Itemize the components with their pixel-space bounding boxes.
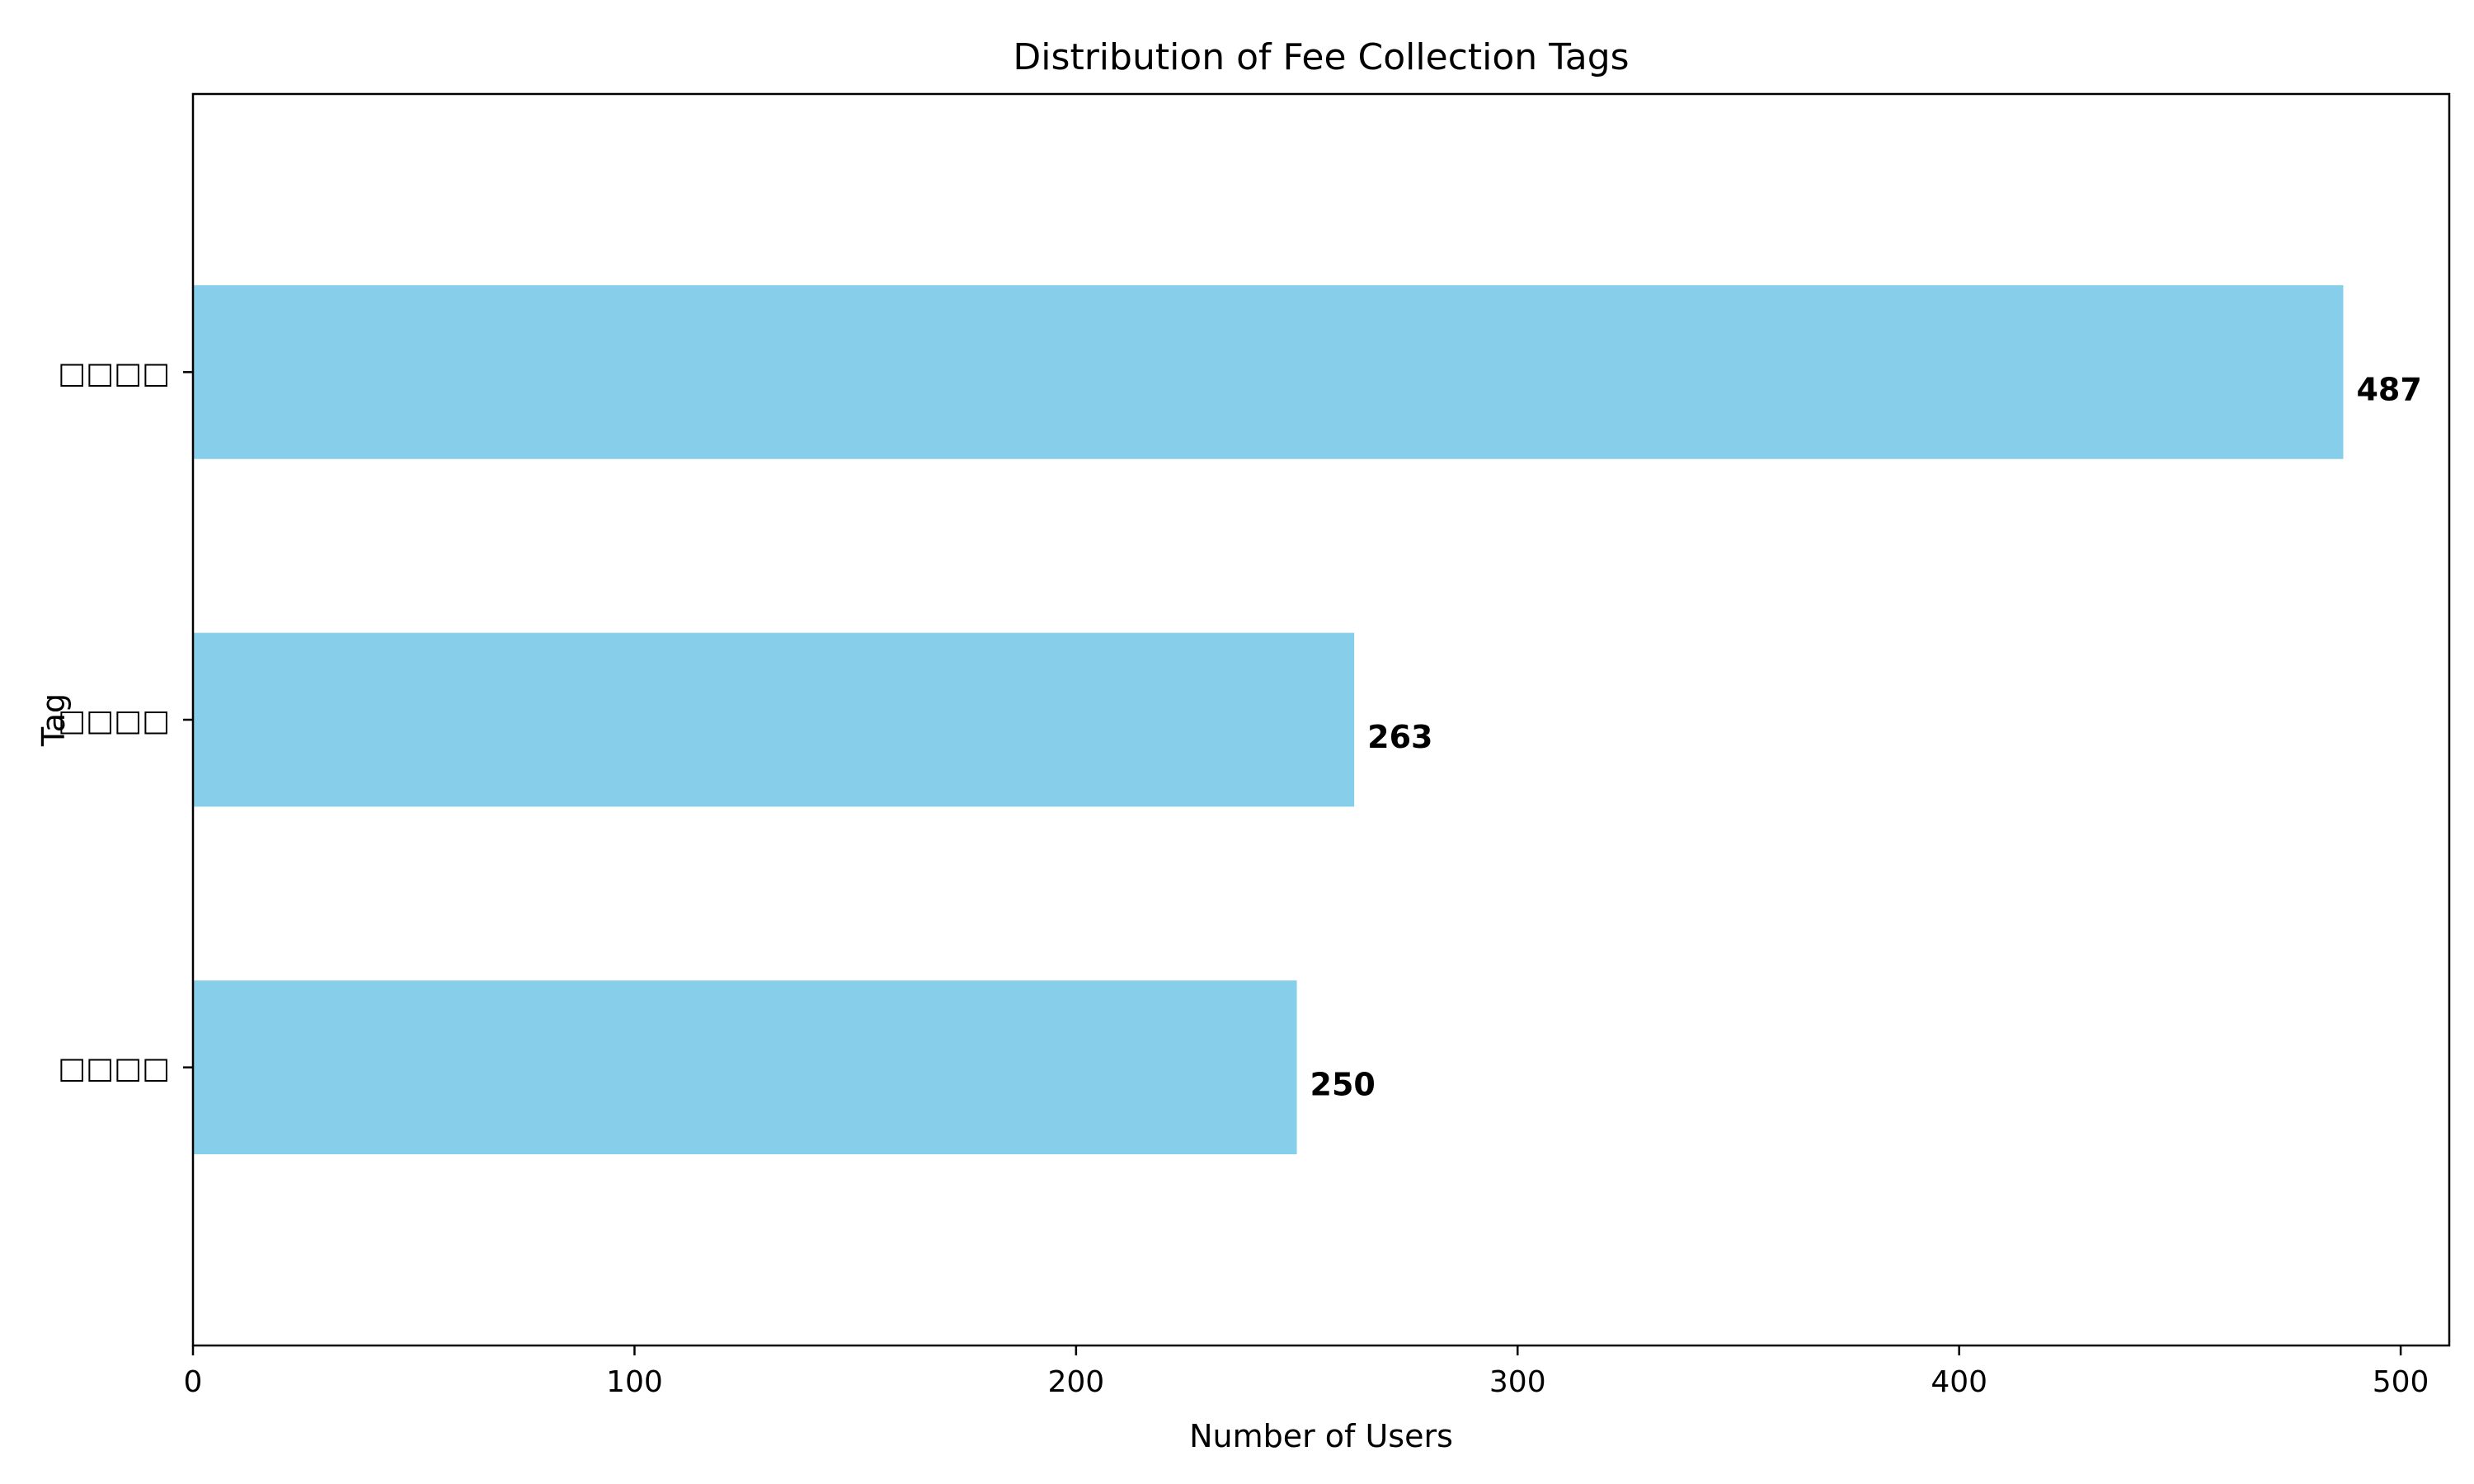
bar bbox=[193, 980, 1297, 1155]
x-tick-label: 300 bbox=[1489, 1365, 1546, 1399]
x-tick-label: 100 bbox=[606, 1365, 663, 1399]
x-tick-label: 0 bbox=[184, 1365, 203, 1399]
bar-value-labels: 487 263 250 bbox=[1310, 371, 2422, 1102]
bar-value-label: 487 bbox=[2356, 371, 2421, 407]
x-tick-label: 400 bbox=[1931, 1365, 1987, 1399]
y-tick-label: □□□□ bbox=[58, 1052, 170, 1086]
bar bbox=[193, 632, 1355, 807]
bar bbox=[193, 284, 2344, 459]
chart-title: Distribution of Fee Collection Tags bbox=[1013, 36, 1629, 78]
x-axis-label: Number of Users bbox=[1189, 1418, 1453, 1454]
bar-value-label: 263 bbox=[1367, 719, 1432, 755]
bar-value-label: 250 bbox=[1310, 1067, 1376, 1103]
bars-group bbox=[193, 284, 2344, 1155]
x-axis-ticks: 0 100 200 300 400 500 bbox=[184, 1345, 2429, 1399]
x-tick-label: 500 bbox=[2373, 1365, 2429, 1399]
x-tick-label: 200 bbox=[1047, 1365, 1104, 1399]
y-axis-label: Tag bbox=[35, 693, 72, 747]
y-tick-label: □□□□ bbox=[58, 356, 170, 390]
y-axis-ticks: □□□□ □□□□ □□□□ bbox=[58, 356, 193, 1086]
y-tick-label: □□□□ bbox=[58, 704, 170, 738]
plot-area-frame bbox=[191, 92, 2451, 1347]
